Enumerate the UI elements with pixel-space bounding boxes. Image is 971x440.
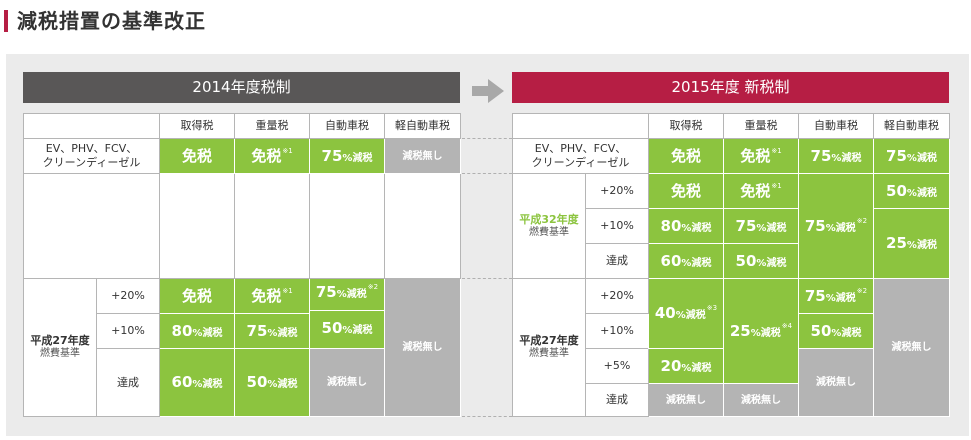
weight-tax-cell: 25%減税※4 [723, 278, 799, 384]
table-row: +10% 80%減税 75%減税 25%減税 [513, 208, 950, 279]
acq-tax-cell: 免税 [648, 173, 724, 209]
kei-tax-cell: 減税無し [384, 278, 461, 417]
row-connector [462, 278, 512, 279]
level-label: +20% [585, 173, 649, 209]
acq-tax-cell: 免税 [159, 278, 235, 314]
col-header: 軽自動車税 [873, 113, 950, 139]
row-connector [462, 173, 512, 174]
car-tax-cell: 減税無し [309, 348, 385, 417]
page-title-text: 減税措置の基準改正 [17, 9, 206, 33]
level-label: +5% [585, 348, 649, 384]
weight-tax-cell: 免税※1 [234, 278, 310, 314]
level-label: 達成 [585, 383, 649, 417]
table-row: 達成 減税無し 減税無し [513, 383, 950, 417]
old-tax-header: 2014年度税制 [23, 72, 460, 103]
weight-tax-cell: 免税※1 [234, 138, 310, 174]
kei-tax-cell: 減税無し [384, 138, 461, 174]
table-row: 達成 60%減税 50%減税 [513, 243, 950, 279]
car-tax-cell: 75%減税※2 [798, 278, 874, 314]
acq-tax-cell: 80%減税 [159, 313, 235, 349]
col-header: 取得税 [159, 113, 235, 139]
empty-cell [23, 173, 160, 279]
corner-cell [512, 113, 649, 139]
car-tax-cell: 50%減税 [798, 313, 874, 349]
acq-tax-cell: 20%減税 [648, 348, 724, 384]
col-header: 取得税 [648, 113, 724, 139]
table-row: 平成27年度 燃費基準 +20% 40%減税※3 25%減税※4 75%減税※2… [512, 278, 950, 417]
table-row: +5% 20%減税 減税無し [513, 348, 950, 417]
row-connector [462, 138, 512, 139]
standard-label-h32: 平成32年度 燃費基準 [512, 173, 586, 279]
row-connector [462, 416, 512, 417]
standard-label-h27: 平成27年度 燃費基準 [23, 278, 97, 417]
table-2014: 取得税 重量税 自動車税 軽自動車税 EV、PHV、FCV、 クリーンディーゼル… [23, 113, 461, 417]
table-row: 取得税 重量税 自動車税 軽自動車税 [23, 113, 461, 139]
table-row: 取得税 重量税 自動車税 軽自動車税 [512, 113, 950, 139]
car-tax-cell: 減税無し [798, 348, 874, 417]
level-label: +10% [585, 313, 649, 349]
table-row [23, 173, 461, 279]
level-label: +20% [96, 278, 160, 314]
table-row: EV、PHV、FCV、 クリーンディーゼル 免税 免税※1 75%減税 減税無し [23, 138, 461, 174]
page-title: 減税措置の基準改正 [0, 6, 500, 34]
empty-cell [309, 173, 385, 279]
level-label: +10% [96, 313, 160, 349]
kei-tax-cell: 50%減税 [873, 173, 950, 209]
vehicle-line2: クリーンディーゼル [42, 156, 141, 169]
empty-cell [234, 173, 310, 279]
car-tax-cell: 75%減税 [309, 138, 385, 174]
acq-tax-cell: 80%減税 [648, 208, 724, 244]
col-header: 自動車税 [309, 113, 385, 139]
table-row: 平成27年度 燃費基準 +20% 免税 免税※1 75%減税※2 50%減税 減… [23, 278, 461, 417]
corner-cell [23, 113, 160, 139]
acq-tax-cell: 40%減税※3 [648, 278, 724, 349]
empty-cell [384, 173, 461, 279]
acq-tax-cell: 減税無し [648, 383, 724, 417]
acq-tax-cell: 60%減税 [648, 243, 724, 279]
acq-tax-cell: 免税 [648, 138, 724, 174]
level-label: +10% [585, 208, 649, 244]
new-tax-header: 2015年度 新税制 [512, 72, 949, 103]
acq-tax-cell: 60%減税 [159, 348, 235, 417]
table-row: 達成 60%減税 50%減税 減税無し [24, 348, 461, 417]
level-label: 達成 [585, 243, 649, 279]
weight-tax-cell: 75%減税 [723, 208, 799, 244]
vehicle-label: EV、PHV、FCV、 クリーンディーゼル [512, 138, 649, 174]
kei-tax-cell: 減税無し [873, 278, 950, 417]
vehicle-label: EV、PHV、FCV、 クリーンディーゼル [23, 138, 160, 174]
table-2015: 取得税 重量税 自動車税 軽自動車税 EV、PHV、FCV、 クリーンディーゼル… [512, 113, 950, 417]
table-row: 平成32年度 燃費基準 +20% 免税 免税※1 75%減税※2 50%減税 [512, 173, 950, 279]
car-tax-cell: 75%減税 [798, 138, 874, 174]
car-tax-cell: 75%減税※2 [798, 173, 874, 279]
level-label: +20% [585, 278, 649, 314]
kei-tax-cell: 25%減税 [873, 208, 950, 279]
weight-tax-cell: 免税※1 [723, 173, 799, 209]
col-header: 軽自動車税 [384, 113, 461, 139]
vehicle-line1: EV、PHV、FCV、 [45, 142, 138, 156]
title-accent-bar [4, 10, 8, 32]
weight-tax-cell: 免税※1 [723, 138, 799, 174]
acq-tax-cell: 免税 [159, 138, 235, 174]
standard-label-h27: 平成27年度 燃費基準 [512, 278, 586, 417]
weight-tax-cell: 75%減税 [234, 313, 310, 349]
table-row: EV、PHV、FCV、 クリーンディーゼル 免税 免税※1 75%減税 75%減… [512, 138, 950, 174]
level-label: 達成 [96, 348, 160, 417]
col-header: 自動車税 [798, 113, 874, 139]
weight-tax-cell: 50%減税 [723, 243, 799, 279]
car-tax-cell: 75%減税※2 50%減税 [309, 278, 385, 349]
weight-tax-cell: 50%減税 [234, 348, 310, 417]
table-row: +10% 80%減税 75%減税 [24, 313, 461, 349]
col-header: 重量税 [234, 113, 310, 139]
weight-tax-cell: 減税無し [723, 383, 799, 417]
col-header: 重量税 [723, 113, 799, 139]
kei-tax-cell: 75%減税 [873, 138, 950, 174]
empty-cell [159, 173, 235, 279]
arrow-right-icon [472, 79, 504, 103]
